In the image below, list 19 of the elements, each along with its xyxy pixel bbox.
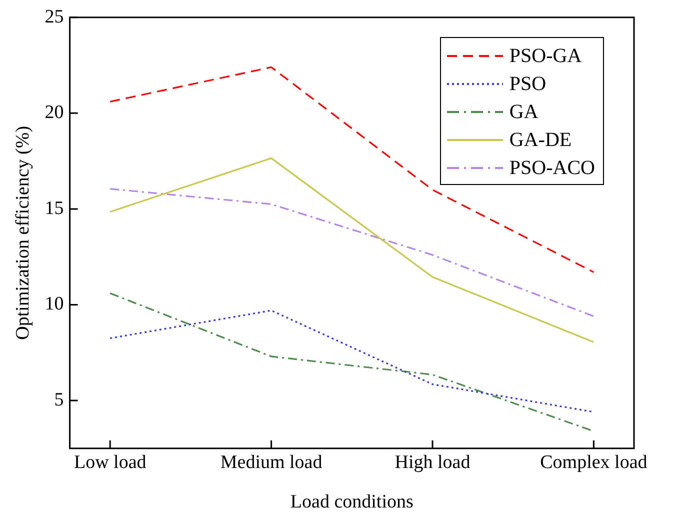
y-tick-label: 15 — [44, 198, 64, 219]
x-tick-label: Complex load — [540, 452, 648, 473]
line-series — [109, 66, 594, 273]
y-tick-label: 10 — [44, 294, 64, 315]
x-tick-label: High load — [394, 452, 471, 473]
legend-label: GA — [509, 100, 538, 124]
legend-label: GA-DE — [509, 128, 572, 152]
x-tick-label: Medium load — [220, 452, 323, 473]
y-axis-title: Optimization efficiency (%) — [12, 126, 34, 340]
legend-label: PSO-GA — [509, 44, 582, 68]
legend-label: PSO-ACO — [509, 156, 595, 180]
y-tick-label: 5 — [54, 389, 64, 410]
x-tick-label: Low load — [74, 452, 147, 473]
x-axis-title: Load conditions — [290, 492, 414, 513]
y-tick-label: 25 — [44, 6, 64, 28]
y-tick-label: 20 — [44, 102, 64, 124]
line-series — [109, 310, 594, 413]
line-series — [109, 188, 594, 318]
legend-label: PSO — [509, 72, 546, 96]
